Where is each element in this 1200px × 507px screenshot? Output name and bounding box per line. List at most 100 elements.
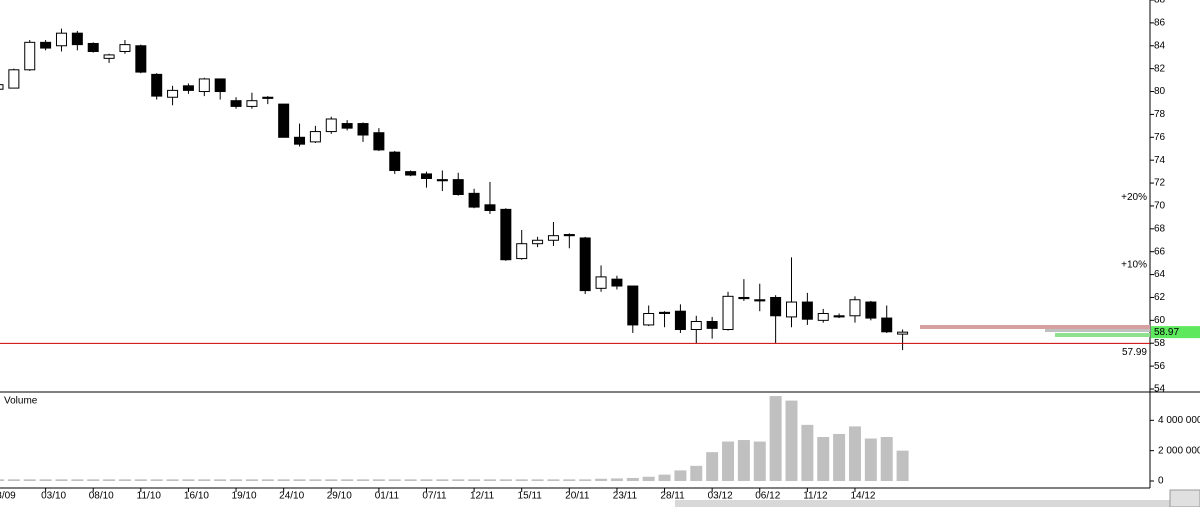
- volume-bar: [388, 479, 401, 481]
- candle-body: [738, 296, 750, 300]
- volume-bar: [706, 452, 719, 481]
- candle-body: [246, 100, 258, 107]
- y-tick-label: 78: [1154, 109, 1166, 120]
- volume-bar: [420, 479, 433, 481]
- candle-body: [611, 278, 623, 287]
- candle-body: [532, 239, 544, 245]
- x-tick-label: 29/10: [327, 491, 352, 502]
- volume-bar: [499, 479, 512, 481]
- volume-bar: [674, 470, 687, 481]
- volume-bar: [261, 479, 274, 481]
- y-tick-label: 66: [1154, 246, 1166, 257]
- candle-body: [389, 151, 401, 171]
- volume-bar: [753, 441, 766, 481]
- candle-body: [452, 179, 464, 195]
- volume-bar: [198, 479, 211, 481]
- y-tick-label: 76: [1154, 132, 1166, 143]
- y-tick-label: 56: [1154, 361, 1166, 372]
- volume-bar: [277, 479, 290, 481]
- annotation: +20%: [1121, 192, 1147, 203]
- candle-body: [40, 41, 52, 49]
- candle-body: [801, 301, 813, 320]
- candle-body: [309, 131, 321, 143]
- x-tick-label: 19/10: [232, 491, 257, 502]
- candle-body: [643, 312, 655, 326]
- candle-body: [770, 296, 782, 317]
- x-tick-label: 15/11: [518, 491, 543, 502]
- volume-bar: [483, 479, 496, 481]
- x-tick-label: 23/11: [613, 491, 638, 502]
- candle-body: [436, 179, 448, 182]
- volume-bar: [547, 479, 560, 481]
- volume-bar: [55, 479, 68, 481]
- y-tick-label: 54: [1154, 384, 1166, 395]
- volume-bar: [325, 479, 338, 481]
- volume-bar: [563, 479, 576, 481]
- candle-body: [230, 100, 242, 107]
- volume-bar: [515, 479, 528, 481]
- volume-bar: [23, 479, 36, 481]
- candle-body: [833, 315, 845, 318]
- volume-bar: [87, 479, 100, 481]
- volume-bar: [880, 437, 893, 481]
- volume-bar: [785, 400, 798, 481]
- volume-bar: [7, 479, 20, 481]
- candle-body: [579, 237, 591, 292]
- x-tick-label: 06/12: [755, 491, 780, 502]
- x-tick-label: 08/10: [89, 491, 114, 502]
- candle-body: [627, 285, 639, 326]
- y-tick-label: 82: [1154, 63, 1166, 74]
- candle-body: [167, 89, 179, 98]
- y-tick-label: 80: [1154, 86, 1166, 97]
- x-tick-label: 14/12: [850, 491, 875, 502]
- x-tick-label: 11/12: [803, 491, 828, 502]
- y-tick-label: 68: [1154, 223, 1166, 234]
- volume-bar: [134, 479, 147, 481]
- candle-body: [0, 84, 4, 90]
- candle-body: [214, 78, 226, 93]
- candle-body: [849, 299, 861, 317]
- candle-body: [182, 85, 194, 91]
- volume-bar: [896, 450, 909, 481]
- depth-bar: [920, 325, 1150, 329]
- volume-bar: [230, 479, 243, 481]
- candle-body: [294, 136, 306, 145]
- volume-bar: [737, 440, 750, 481]
- candle-body: [71, 32, 83, 46]
- candle-body: [357, 123, 369, 136]
- y-tick-label: 0: [1158, 476, 1164, 487]
- candle-body: [24, 41, 36, 71]
- volume-bar: [595, 478, 608, 481]
- volume-bar: [642, 476, 655, 481]
- candle-body: [754, 299, 766, 302]
- candle-body: [8, 69, 20, 89]
- volume-bar: [404, 479, 417, 481]
- volume-title: Volume: [4, 396, 38, 407]
- scrollbar[interactable]: [675, 500, 1170, 507]
- y-tick-label: 72: [1154, 178, 1166, 189]
- y-tick-label: 60: [1154, 315, 1166, 326]
- volume-bar: [245, 479, 258, 481]
- volume-bar: [436, 479, 449, 481]
- candle-body: [278, 103, 290, 138]
- volume-bar: [150, 479, 163, 481]
- y-tick-label: 4 000 000: [1158, 415, 1200, 426]
- candle-body: [897, 331, 909, 335]
- candle-body: [103, 54, 115, 59]
- candle-body: [135, 45, 147, 73]
- candle-body: [865, 301, 877, 319]
- candle-body: [325, 118, 337, 133]
- y-tick-label: 64: [1154, 269, 1166, 280]
- candle-body: [563, 234, 575, 237]
- scroll-button[interactable]: [1169, 489, 1200, 507]
- volume-bar: [166, 479, 179, 481]
- x-tick-label: 20/11: [565, 491, 590, 502]
- x-tick-label: 16/10: [184, 491, 209, 502]
- volume-bar: [531, 479, 544, 481]
- y-tick-label: 2 000 000: [1158, 445, 1200, 456]
- candle-body: [405, 171, 417, 176]
- x-tick-label: 03/10: [41, 491, 66, 502]
- volume-bar: [118, 479, 131, 481]
- candle-body: [706, 320, 718, 329]
